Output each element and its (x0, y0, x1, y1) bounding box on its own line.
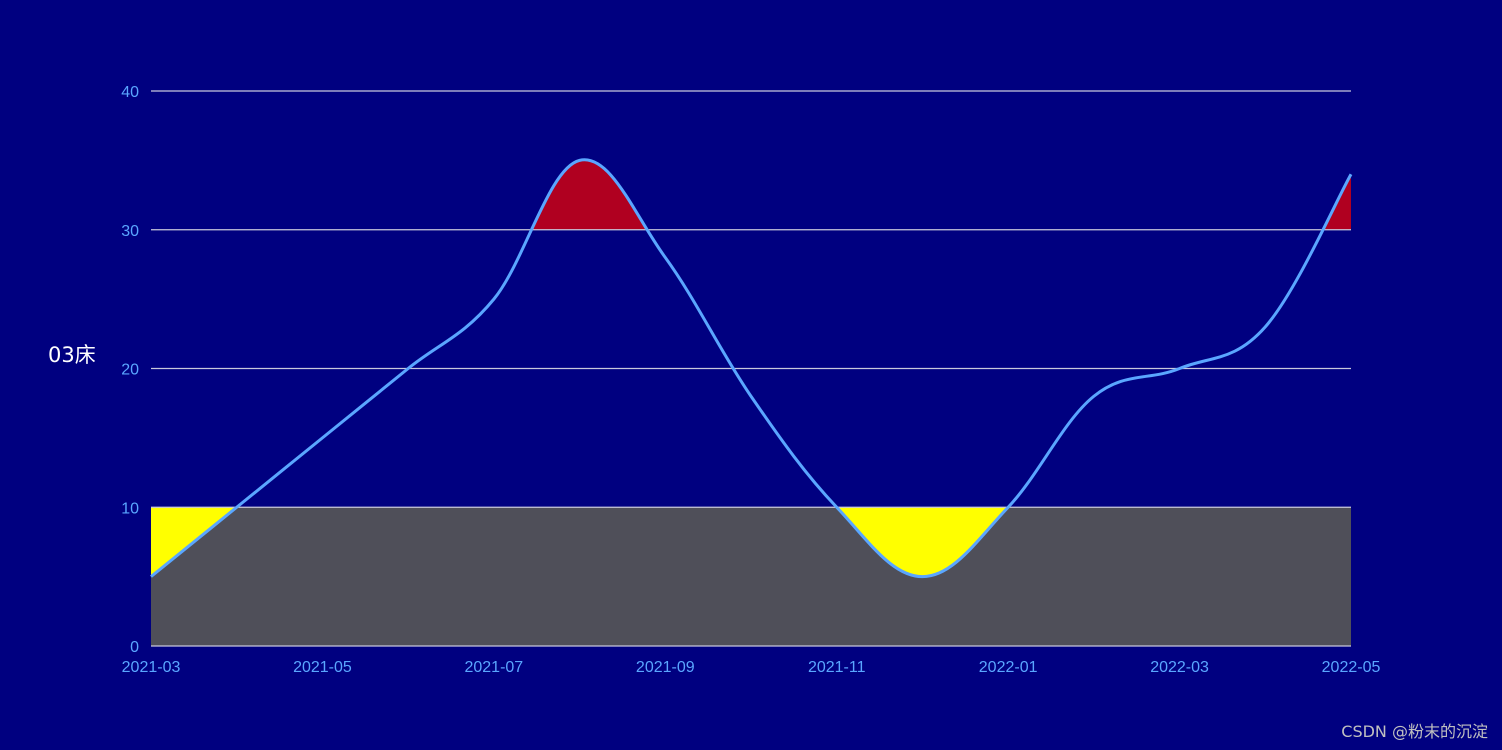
x-tick-label: 2021-09 (636, 659, 695, 676)
series-line (150, 158, 1353, 579)
y-tick-label: 10 (121, 500, 139, 517)
y-tick-label: 30 (121, 223, 139, 240)
x-tick-label: 2021-03 (122, 659, 181, 676)
x-tick-label: 2022-03 (1150, 659, 1209, 676)
x-tick-label: 2022-05 (1322, 659, 1381, 676)
watermark: CSDN @粉末的沉淀 (1341, 722, 1488, 741)
y-axis-label: 03床 (48, 343, 96, 367)
low-band (151, 507, 1351, 646)
x-tick-label: 2021-11 (808, 659, 866, 676)
y-tick-label: 20 (121, 362, 139, 379)
y-tick-label: 40 (121, 84, 139, 101)
y-tick-label: 0 (130, 639, 139, 656)
x-tick-label: 2021-07 (464, 659, 523, 676)
x-tick-label: 2022-01 (979, 659, 1038, 676)
x-tick-label: 2021-05 (293, 659, 352, 676)
